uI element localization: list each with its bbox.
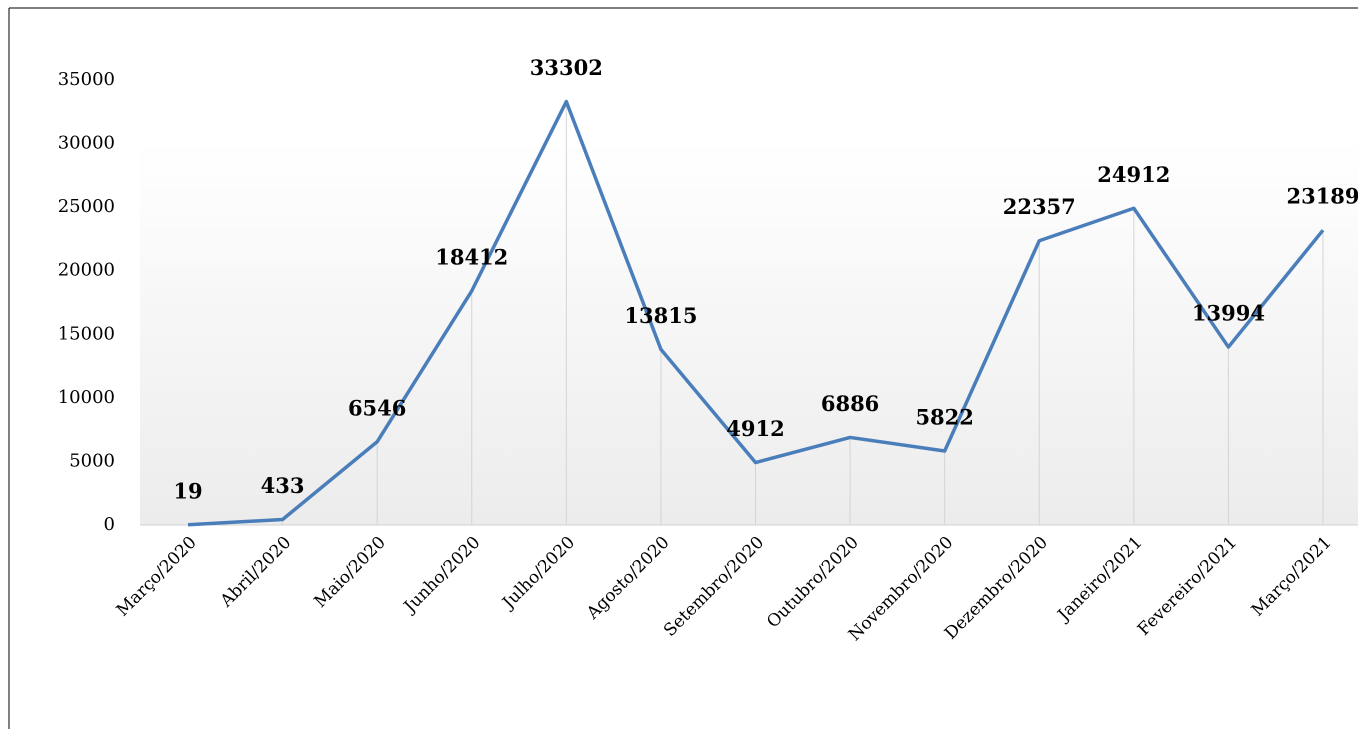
x-tick-label: Janeiro/2021: [1053, 533, 1147, 627]
y-tick-label: 25000: [58, 196, 115, 217]
data-label: 19: [173, 478, 202, 503]
x-tick-label: Março/2020: [113, 533, 201, 621]
plot-background: [140, 140, 1358, 525]
x-tick-label: Abril/2020: [216, 533, 295, 612]
x-tick-label: Julho/2020: [497, 533, 579, 615]
data-label: 6546: [348, 395, 406, 420]
y-tick-label: 0: [104, 514, 115, 535]
x-tick-label: Dezembro/2020: [941, 533, 1052, 644]
y-tick-label: 30000: [58, 133, 115, 154]
data-label: 4912: [726, 416, 784, 441]
x-tick-label: Agosto/2020: [582, 533, 673, 624]
y-tick-label: 15000: [58, 323, 115, 344]
data-label: 5822: [915, 404, 973, 429]
y-tick-label: 5000: [69, 450, 115, 471]
data-label: 23189: [1286, 184, 1358, 209]
x-tick-label: Fevereiro/2021: [1134, 533, 1241, 640]
data-label: 24912: [1097, 162, 1170, 187]
y-tick-label: 35000: [58, 69, 115, 90]
x-tick-label: Junho/2020: [399, 533, 484, 618]
data-line: [187, 99, 1325, 527]
x-tick-label: Novembro/2020: [845, 533, 958, 646]
data-label: 13994: [1192, 301, 1265, 326]
x-tick-label: Setembro/2020: [660, 533, 768, 641]
data-label: 433: [261, 473, 305, 498]
x-tick-label: Maio/2020: [311, 533, 390, 612]
x-tick-label: Março/2021: [1248, 533, 1336, 621]
data-label: 6886: [821, 391, 879, 416]
data-label: 33302: [530, 55, 603, 80]
data-label: 18412: [435, 244, 508, 269]
x-tick-label: Outubro/2020: [763, 533, 863, 633]
data-label: 22357: [1003, 194, 1076, 219]
y-tick-label: 20000: [58, 260, 115, 281]
data-label: 13815: [624, 303, 697, 328]
y-tick-label: 10000: [58, 387, 115, 408]
